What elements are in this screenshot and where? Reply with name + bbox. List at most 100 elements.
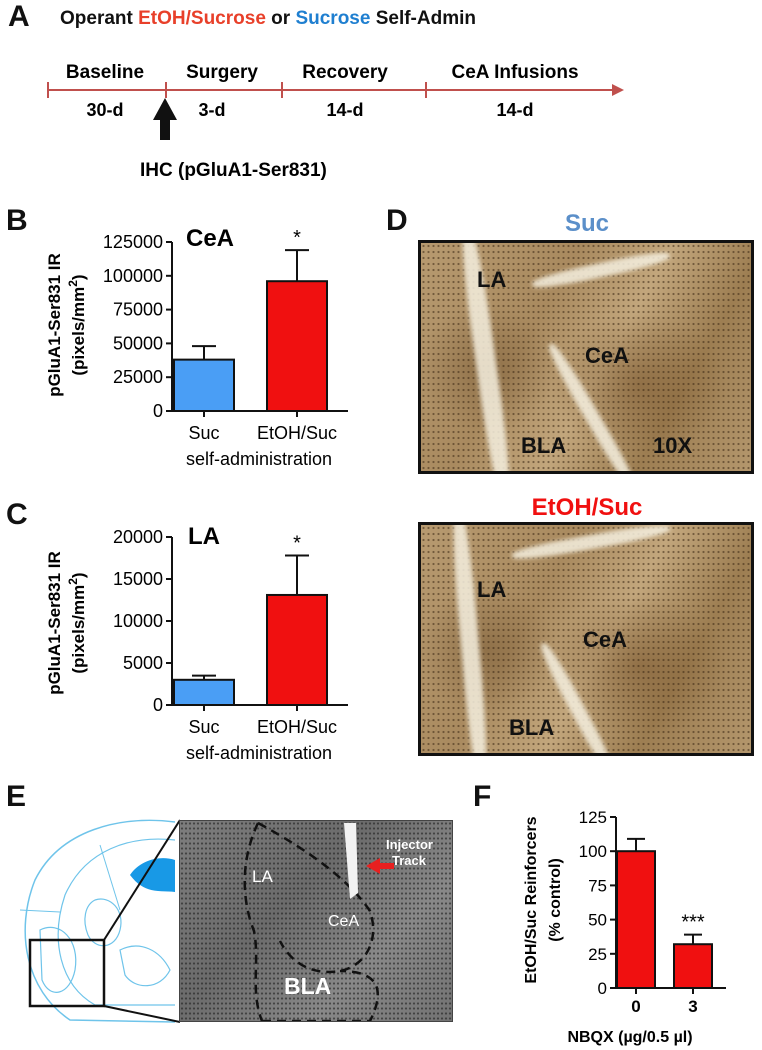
ihc-marker-label: IHC (pGluA1-Ser831) — [140, 160, 327, 181]
bar — [616, 850, 656, 989]
y-tick-label: 10000 — [113, 611, 163, 631]
region-label: CeA — [583, 627, 628, 652]
injector-micrograph: LA CeA BLA Injector Track — [179, 820, 453, 1022]
y-tick-label: 0 — [598, 979, 607, 998]
la-boundary — [243, 822, 264, 1021]
bla-boundary — [262, 969, 379, 1021]
red-arrow-icon — [366, 858, 394, 874]
x-axis-label: NBQX (µg/0.5 µl) — [567, 1029, 692, 1046]
micrograph-title-etoh: EtOH/Suc — [531, 494, 643, 521]
track-label: Track — [392, 853, 426, 868]
y-axis-label: (% control) — [547, 858, 564, 942]
bar — [266, 280, 328, 413]
y-axis-label-part: (pixels/mm — [69, 287, 88, 376]
bar — [173, 678, 235, 707]
panel-a-timeline: Baseline Surgery Recovery CeA Infusions … — [47, 62, 624, 181]
phase-duration: 14-d — [496, 100, 533, 120]
micrograph-suc: LA CeA BLA 10X — [418, 240, 754, 474]
zoom-box — [28, 938, 106, 1008]
y-axis-label: EtOH/Suc Reinforcers — [523, 816, 540, 983]
phase-duration: 30-d — [86, 100, 123, 120]
atlas-line — [99, 844, 121, 911]
x-tick-label: 3 — [688, 997, 697, 1016]
region-label: CeA — [328, 913, 360, 930]
zoom-line — [103, 1005, 180, 1023]
y-axis-label: (pixels/mm2) — [66, 274, 88, 375]
y-axis-label-part: ) — [69, 572, 88, 578]
micrograph-title-suc: Suc — [564, 210, 609, 237]
y-tick-label: 50000 — [113, 333, 163, 353]
region-label: BLA — [284, 973, 332, 999]
ventricle-shape — [130, 858, 175, 892]
y-tick-label: 15000 — [113, 569, 163, 589]
brain-outline-inner — [57, 838, 176, 1006]
y-axis-label: (pixels/mm2) — [66, 572, 88, 673]
y-tick-label: 100 — [579, 842, 607, 861]
panel-a-title: Operant EtOH/Sucrose or Sucrose Self-Adm… — [60, 8, 476, 30]
chart-title: CeA — [186, 225, 234, 252]
scale-label: 10X — [653, 433, 693, 458]
region-label: LA — [477, 577, 507, 602]
x-axis-label: self-administration — [186, 449, 332, 469]
x-tick-label: Suc — [188, 423, 219, 443]
x-tick-label: EtOH/Suc — [257, 423, 337, 443]
region-outlines — [243, 821, 394, 1021]
phase-label: Recovery — [302, 62, 388, 83]
ihc-marker-arrow — [153, 98, 177, 140]
phase-label: Baseline — [66, 62, 144, 83]
y-tick-label: 100000 — [103, 266, 163, 286]
bar — [673, 943, 713, 989]
y-axis-label-part: ) — [69, 274, 88, 280]
y-tick-label: 50 — [588, 911, 607, 930]
atlas-region-outline — [39, 926, 77, 993]
chart-f: 0 25 50 75 100 125 0 3 *** NBQX (µg/0.5 µl) EtOH/S… — [523, 808, 726, 1046]
bar — [266, 593, 328, 706]
y-axis-label-group: pGluA1-Ser831 IR (pixels/mm2) — [45, 253, 88, 397]
micrograph-etoh: LA CeA BLA — [418, 522, 754, 756]
cea-boundary — [257, 821, 375, 974]
chart-c: 0 5000 10000 15000 20000 Suc EtOH/Suc * LA self-a… — [45, 523, 348, 763]
y-tick-label: 20000 — [113, 527, 163, 547]
phase-label: CeA Infusions — [451, 62, 578, 83]
atlas-line — [19, 909, 61, 913]
significance-marker: *** — [681, 912, 705, 934]
phase-duration: 14-d — [326, 100, 363, 120]
brain-outline — [24, 819, 176, 1023]
bar — [173, 358, 235, 412]
timeline-arrowhead — [612, 84, 624, 96]
panel-e-letter: E — [6, 780, 27, 813]
y-tick-label: 25 — [588, 945, 607, 964]
chart-title: LA — [188, 523, 220, 550]
y-tick-label: 5000 — [123, 653, 163, 673]
y-tick-label: 25000 — [113, 367, 163, 387]
panel-a-title-part: Sucrose — [295, 8, 371, 29]
y-axis-label-sup: 2 — [66, 280, 80, 287]
y-tick-label: 75 — [588, 876, 607, 895]
brain-atlas-diagram — [19, 819, 180, 1023]
panel-d-letter: D — [386, 204, 408, 237]
panel-a-letter: A — [8, 0, 30, 33]
zoom-line — [103, 819, 180, 941]
panel-c-letter: C — [6, 498, 28, 531]
region-label: BLA — [521, 433, 567, 458]
y-axis-label-group: pGluA1-Ser831 IR (pixels/mm2) — [45, 551, 88, 695]
panel-a-title-part: EtOH/Sucrose — [138, 8, 266, 29]
y-axis-label-sup: 2 — [66, 578, 80, 585]
significance-marker: * — [293, 227, 301, 249]
x-tick-label: EtOH/Suc — [257, 717, 337, 737]
y-axis-label: pGluA1-Ser831 IR — [45, 253, 64, 397]
phase-duration: 3-d — [199, 100, 226, 120]
tissue-image — [180, 821, 452, 1021]
panel-f-letter: F — [473, 780, 492, 813]
panel-a-title-part: or — [265, 8, 296, 29]
y-axis-label-part: (pixels/mm — [69, 585, 88, 674]
y-axis-label: pGluA1-Ser831 IR — [45, 551, 64, 695]
y-axis-label-part: (% control) — [547, 858, 564, 942]
region-label: CeA — [585, 343, 630, 368]
phase-label: Surgery — [186, 62, 258, 83]
region-label: BLA — [509, 715, 555, 740]
y-tick-label: 125000 — [103, 232, 163, 252]
chart-b: 0 25000 50000 75000 100000 125000 Suc EtOH/Suc *… — [45, 225, 348, 469]
panel-b-letter: B — [6, 204, 28, 237]
y-tick-label: 0 — [153, 695, 163, 715]
